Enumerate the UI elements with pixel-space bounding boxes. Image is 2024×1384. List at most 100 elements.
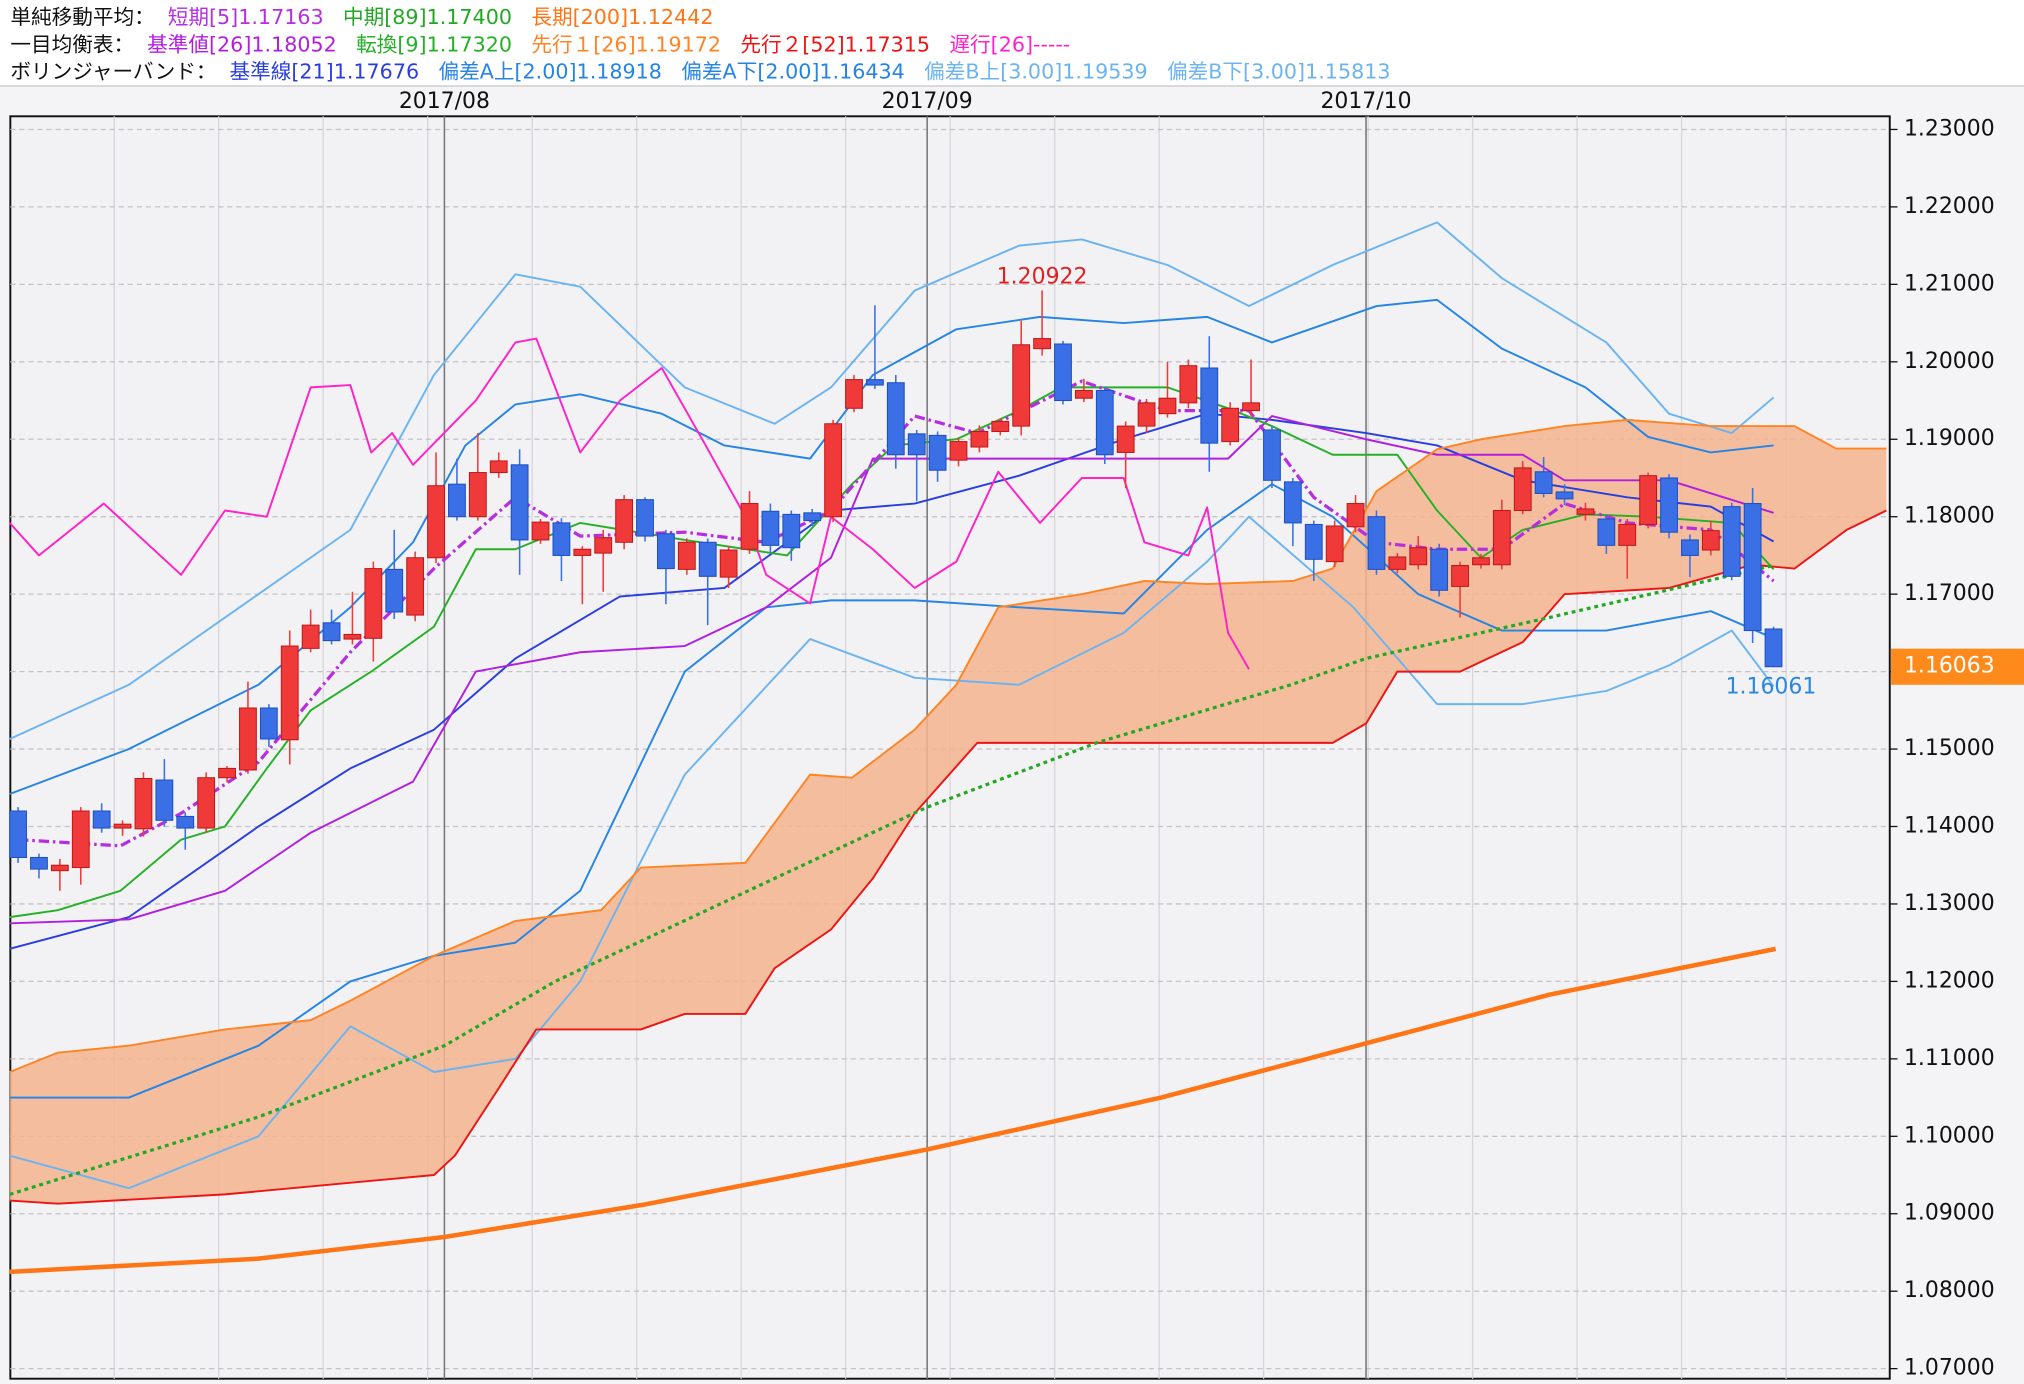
legend-entry: 転換[9]1.17320 [356,32,512,56]
candle-body [1534,471,1553,494]
candle-body [9,810,27,858]
candle-body [1012,344,1031,427]
legend-entry: 短期[5]1.17163 [168,5,324,29]
candle-body [218,767,236,779]
plot-layer: 1.20922 1.16061 [8,221,1887,1275]
indicator-line [9,415,1774,925]
y-tick-label: 1.15000 [1904,736,1995,761]
candle-body [824,423,843,518]
candle-body [677,541,696,570]
candle-body [1054,343,1072,402]
candle-body [970,430,989,448]
candle-body [1576,508,1595,515]
candle-body [803,512,822,522]
candle-body [1367,516,1386,570]
high-label: 1.20922 [997,264,1088,289]
candle-body [385,568,404,613]
low-label: 1.16061 [1726,675,1817,700]
candle-body [448,483,466,518]
candle-body [71,810,90,869]
indicator-line [9,483,1774,1099]
y-tick-label: 1.20000 [1904,349,1995,374]
candle-body [636,499,654,537]
legend-entry: 先行２[52]1.17315 [740,32,930,56]
candle-body [531,521,550,541]
candle-body [1618,523,1637,546]
candle-body [1451,564,1469,587]
legend-entry: 偏差A下[2.00]1.16434 [681,59,904,83]
candle-body [1158,397,1177,415]
candle-body [1597,518,1616,546]
candle-body [1681,539,1699,556]
candle-body [1555,491,1574,500]
candle-body [1304,523,1323,560]
candle-body [197,777,216,829]
candle-body [1513,467,1532,512]
candle-body [259,707,278,740]
candle-body [928,434,947,471]
candle-body [594,537,613,554]
legend-entry: 基準線[21]1.17676 [229,59,419,83]
candle-body [740,503,759,550]
legend-entry: 中期[89]1.17400 [343,5,512,29]
legend-entry: 偏差A上[2.00]1.18918 [438,59,661,83]
candle-body [1116,425,1135,453]
candle-body [865,379,884,386]
candle-body [886,382,905,456]
y-tick-label: 1.14000 [1904,814,1995,839]
candle-body [113,823,132,829]
candle-body [1283,481,1302,524]
candle-body [1346,503,1365,528]
legend-entry: 長期[200]1.12442 [531,5,713,29]
candle-body [761,510,780,546]
x-tick-label: 2017/10 [1320,89,1411,114]
indicator-line [8,337,1250,670]
candle-body [30,856,48,870]
legend-entry: 先行１[26]1.19172 [531,32,721,56]
candle-body [1388,556,1407,570]
indicator-line [9,515,1775,1190]
candle-body [92,810,111,829]
y-tick-label: 1.22000 [1904,194,1995,219]
candle-body [1325,525,1344,563]
candle-body [1221,407,1240,443]
candle-body [50,864,69,872]
legend-entry: 偏差B下[3.00]1.15813 [1167,59,1391,83]
y-tick-label: 1.07000 [1904,1356,1995,1381]
legend-group-title: 一目均衡表： [10,32,134,56]
y-tick-label: 1.17000 [1904,581,1995,606]
candle-body [1095,389,1114,456]
candle-body [406,557,425,616]
indicator-line [9,509,1887,1205]
candle-body [280,645,299,741]
y-tick-label: 1.21000 [1904,271,1995,296]
candle-body [1472,557,1490,566]
candle-body [1743,503,1762,632]
candle-body [1033,338,1051,350]
indicator-line [9,298,1774,795]
candle-body [991,420,1010,433]
candle-body [468,472,487,518]
legend-layer: 単純移動平均： 短期[5]1.17163 中期[89]1.17400 長期[200]1… [10,5,1390,83]
y-tick-label: 1.19000 [1904,426,1995,451]
candle-body [1409,547,1428,566]
candle-body [155,779,174,821]
x-tick-label: 2017/08 [399,89,490,114]
candle-body [1200,367,1219,444]
candle-body [427,485,445,559]
candle-body [364,568,383,639]
y-tick-label: 1.18000 [1904,504,1995,529]
axis-layer: 1.23000 1.22000 1.21000 1.20000 1.19000 1.180… [399,89,2024,1381]
candle-body [657,533,675,570]
candle-body [1074,389,1093,399]
candle-body [1137,402,1156,427]
candle-body [949,441,968,461]
candle-body [1430,548,1449,591]
candle-body [719,549,738,578]
candle-body [1492,509,1511,566]
price-tag-label: 1.16063 [1904,654,1995,679]
indicator-line [9,946,1777,1275]
candle-body [552,522,571,556]
legend-group-title: 単純移動平均： [10,5,154,29]
